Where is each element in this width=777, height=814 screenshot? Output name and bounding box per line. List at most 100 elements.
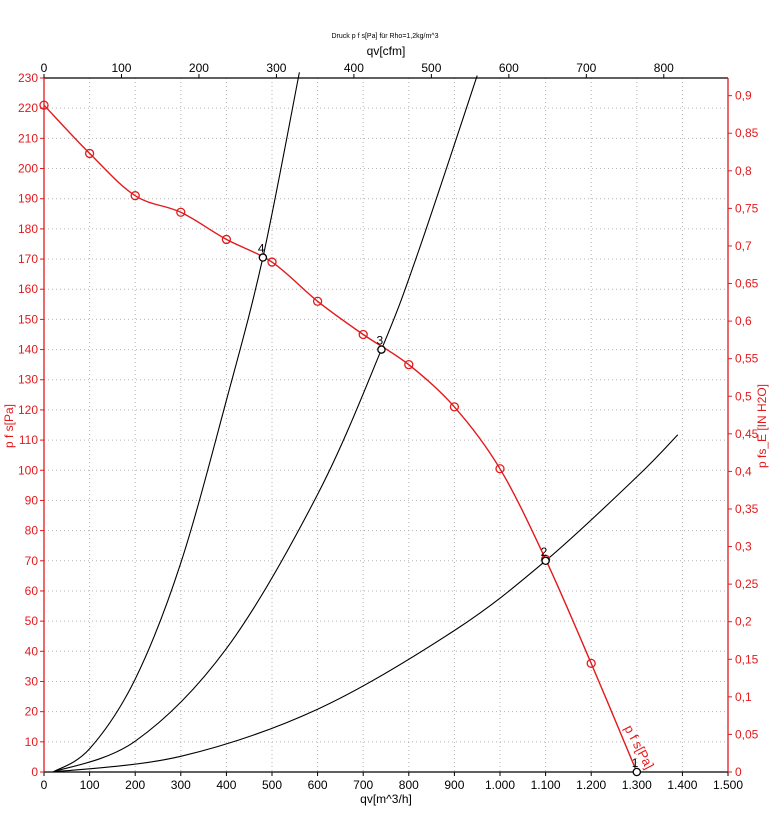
- y2-tick-label: 0,55: [735, 352, 759, 366]
- operating-point: [632, 767, 642, 777]
- y2-tick-label: 0,6: [735, 314, 752, 328]
- y-tick-label: 30: [25, 674, 39, 688]
- y-tick-label: 230: [18, 71, 38, 85]
- y2-tick-label: 0,85: [735, 126, 759, 140]
- y2-tick-label: 0,4: [735, 464, 752, 478]
- y2-tick-label: 0,7: [735, 239, 752, 253]
- y-tick-label: 110: [19, 433, 38, 447]
- y2-tick-label: 0,15: [735, 652, 759, 666]
- x2-axis-label: qv[cfm]: [367, 44, 406, 58]
- x-tick-label: 900: [444, 778, 464, 792]
- system-curve-line: [52, 75, 478, 773]
- x-tick-label: 1.500: [713, 778, 743, 792]
- y-tick-label: 120: [18, 403, 38, 417]
- x2-tick-label: 0: [41, 61, 48, 75]
- operating-point: [377, 345, 386, 354]
- fan-curve-point: [495, 464, 505, 474]
- y-tick-label: 200: [18, 162, 38, 176]
- y-tick-label: 70: [25, 554, 39, 568]
- y2-tick-label: 0: [735, 765, 742, 779]
- y2-tick-label: 0,25: [735, 577, 759, 591]
- markers: 1 2 3 4: [39, 100, 642, 777]
- y-tick-label: 10: [25, 735, 39, 749]
- fan-curve-point: [176, 207, 186, 217]
- y2-tick-label: 0,05: [735, 727, 759, 741]
- y-tick-label: 80: [25, 524, 39, 538]
- x-tick-label: 1.100: [531, 778, 561, 792]
- chart-title: Druck p f s[Pa] für Rho=1,2kg/m^3: [332, 33, 439, 40]
- x-tick-label: 1.400: [667, 778, 697, 792]
- y-tick-label: 20: [25, 705, 39, 719]
- x-tick-label: 1.300: [622, 778, 652, 792]
- fan-curve-point: [404, 360, 414, 370]
- y-tick-label: 40: [25, 644, 39, 658]
- x-tick-label: 700: [353, 778, 373, 792]
- y2-axis-label: p fs_E [IN H2O]: [755, 384, 769, 468]
- operating-point: [541, 556, 550, 566]
- grid: [44, 78, 728, 772]
- x-tick-label: 300: [171, 778, 191, 792]
- fan-curve-line: [43, 104, 638, 773]
- ticks: 0 100 200 300 400 500 600 700 800 900 1.000 1.100 1.…: [18, 61, 759, 792]
- x2-tick-label: 200: [189, 61, 209, 75]
- axes: [43, 77, 729, 773]
- y-tick-label: 140: [18, 343, 38, 357]
- x-tick-label: 200: [125, 778, 145, 792]
- y-tick-label: 220: [18, 101, 38, 115]
- x-tick-label: 600: [308, 778, 328, 792]
- y-tick-label: 0: [31, 765, 38, 779]
- operating-point: [258, 253, 268, 262]
- x-tick-label: 1.200: [576, 778, 606, 792]
- fan-curve-point: [267, 257, 277, 267]
- y2-tick-label: 0,1: [735, 690, 752, 704]
- y2-tick-label: 0,3: [735, 540, 752, 554]
- curves: [43, 72, 679, 773]
- x-tick-label: 800: [399, 778, 419, 792]
- y2-tick-label: 0,8: [735, 164, 752, 178]
- operating-point-label: 1: [632, 756, 639, 770]
- x2-tick-label: 100: [111, 61, 131, 75]
- system-curve-line: [52, 72, 300, 773]
- y-axis-label: p f s[Pa]: [2, 404, 16, 448]
- x-tick-label: 1.000: [485, 778, 515, 792]
- fan-curve-point: [586, 658, 596, 669]
- fan-curve-point: [39, 100, 49, 110]
- fan-curve-point: [84, 148, 95, 159]
- y-tick-label: 150: [18, 312, 38, 326]
- y-tick-label: 130: [18, 373, 38, 387]
- y-tick-label: 190: [18, 192, 38, 206]
- x2-tick-label: 500: [421, 61, 441, 75]
- system-curve-line: [53, 434, 679, 773]
- x2-tick-label: 800: [654, 61, 674, 75]
- y-tick-label: 170: [18, 252, 38, 266]
- y-tick-label: 50: [25, 614, 39, 628]
- y-tick-label: 160: [18, 282, 38, 296]
- y2-tick-label: 0,9: [735, 89, 752, 103]
- x2-tick-label: 400: [344, 61, 364, 75]
- x2-tick-label: 300: [266, 61, 286, 75]
- y2-tick-label: 0,2: [735, 615, 752, 629]
- x-tick-label: 0: [41, 778, 48, 792]
- x2-tick-label: 600: [499, 61, 519, 75]
- x2-tick-label: 700: [576, 61, 596, 75]
- y-tick-label: 210: [18, 131, 38, 145]
- fan-curve-point: [358, 329, 368, 340]
- y2-tick-label: 0,75: [735, 201, 759, 215]
- y-tick-label: 100: [18, 463, 38, 477]
- operating-point-label: 4: [258, 242, 265, 256]
- x-axis-label: qv[m^3/h]: [360, 792, 412, 806]
- fan-curve-point: [449, 402, 460, 412]
- operating-point-label: 3: [376, 334, 383, 348]
- x-tick-label: 100: [80, 778, 100, 792]
- y-tick-label: 60: [25, 584, 39, 598]
- fan-curve-point: [312, 296, 323, 306]
- y2-tick-label: 0,5: [735, 389, 752, 403]
- y-tick-label: 180: [18, 222, 38, 236]
- operating-point-label: 2: [541, 545, 548, 559]
- x-tick-label: 400: [216, 778, 236, 792]
- x-tick-label: 500: [262, 778, 282, 792]
- fan-curve-point: [130, 191, 140, 201]
- y2-tick-label: 0,35: [735, 502, 759, 516]
- y2-tick-label: 0,65: [735, 277, 759, 291]
